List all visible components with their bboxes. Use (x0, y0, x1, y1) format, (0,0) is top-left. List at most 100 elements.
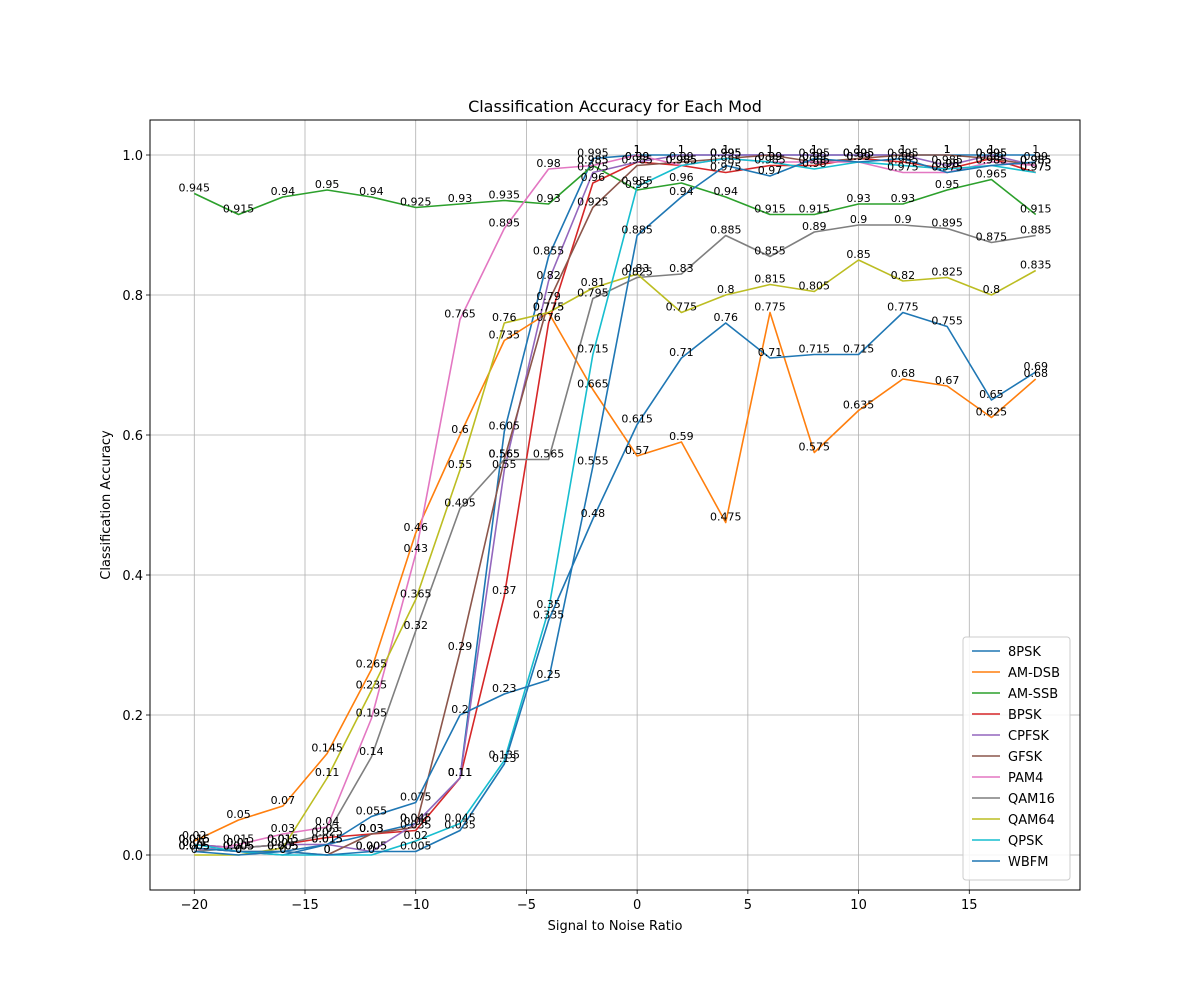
data-label: 0.015 (179, 833, 211, 846)
data-label: 0.805 (799, 280, 831, 293)
data-label: 0.93 (536, 192, 561, 205)
data-label: 0.99 (758, 150, 783, 163)
data-label: 0 (279, 843, 286, 856)
data-label: 0.995 (976, 147, 1008, 160)
data-label: 0.985 (666, 154, 698, 167)
data-label: 0.8 (983, 283, 1001, 296)
data-label: 0.76 (713, 311, 738, 324)
data-label: 0.755 (931, 315, 963, 328)
data-label: 1 (767, 143, 774, 156)
data-label: 0.95 (625, 178, 650, 191)
data-label: 0.03 (359, 822, 384, 835)
data-label: 0.32 (403, 619, 428, 632)
data-label: 0.99 (669, 150, 694, 163)
data-label: 0.025 (311, 826, 343, 839)
y-tick-label: 1.0 (122, 149, 143, 164)
data-label: 0.35 (536, 598, 561, 611)
series-line (193, 311, 1037, 842)
data-label: 0.93 (846, 192, 871, 205)
data-label: 0.985 (1020, 154, 1052, 167)
data-label: 0.715 (843, 343, 875, 356)
data-label: 0.68 (1023, 367, 1048, 380)
data-label: 1 (678, 143, 685, 156)
data-label: 0.045 (444, 812, 476, 825)
data-label: 0.99 (979, 150, 1004, 163)
series-line (194, 157, 1036, 849)
data-label: 0.055 (356, 805, 388, 818)
data-label: 0.015 (267, 833, 299, 846)
x-tick-label: −20 (181, 898, 208, 913)
data-label: 0.835 (1020, 259, 1052, 272)
data-label: 0.855 (754, 245, 786, 258)
data-label: 0.775 (887, 301, 919, 314)
data-label: 0.985 (799, 154, 831, 167)
data-label: 0.015 (311, 833, 343, 846)
data-label: 0.605 (489, 420, 521, 433)
data-label: 0.05 (226, 808, 251, 821)
legend-entry: PAM4 (1008, 771, 1043, 786)
data-label: 1 (855, 143, 862, 156)
series-line (194, 311, 1037, 856)
data-label: 0.94 (359, 185, 384, 198)
data-label: 0.29 (448, 640, 473, 653)
data-label: 0.93 (448, 192, 473, 205)
data-label: 0.99 (758, 150, 783, 163)
data-label: 0.55 (448, 458, 473, 471)
legend-entry: QAM64 (1008, 813, 1055, 828)
data-label: 0.875 (976, 231, 1008, 244)
data-label: 0.59 (669, 430, 694, 443)
series-line (194, 224, 1036, 853)
data-label: 0.57 (625, 444, 650, 457)
data-label: 0.965 (976, 168, 1008, 181)
data-label: 0.975 (577, 161, 609, 174)
data-label: 0.895 (931, 217, 963, 230)
data-label: 0.235 (356, 679, 388, 692)
legend-entry: QAM16 (1008, 792, 1055, 807)
data-label: 0.95 (315, 178, 340, 191)
data-label: 0.775 (533, 301, 565, 314)
data-label: 0.975 (1020, 161, 1052, 174)
data-label: 0.96 (581, 171, 606, 184)
data-label: 0.69 (1023, 360, 1048, 373)
data-label: 0.975 (887, 161, 919, 174)
data-label: 0.565 (489, 448, 521, 461)
data-label: 0.015 (267, 833, 299, 846)
data-label: 0.01 (182, 836, 207, 849)
data-label: 0.85 (846, 248, 871, 261)
data-label: 0.99 (625, 150, 650, 163)
data-label: 0.01 (226, 836, 251, 849)
data-label: 0.55 (492, 458, 517, 471)
data-label: 1 (988, 143, 995, 156)
legend-entry: AM-SSB (1008, 687, 1058, 702)
data-label: 0.985 (577, 154, 609, 167)
data-label: 0.005 (179, 840, 211, 853)
data-label: 1 (988, 143, 995, 156)
data-label: 0.575 (799, 441, 831, 454)
data-label: 0.915 (223, 203, 255, 216)
data-label: 0.04 (315, 815, 340, 828)
data-label: 0.715 (577, 343, 609, 356)
data-label: 0 (279, 843, 286, 856)
data-label: 0.015 (179, 833, 211, 846)
data-label: 0.935 (489, 189, 521, 202)
chart-title: Classification Accuracy for Each Mod (468, 97, 762, 116)
data-label: 0.985 (976, 154, 1008, 167)
series-line (193, 164, 1037, 216)
data-label: 0.76 (536, 311, 561, 324)
data-label: 0.565 (489, 448, 521, 461)
data-label: 1 (767, 143, 774, 156)
x-tick-label: −10 (402, 898, 429, 913)
data-label: 0.985 (577, 154, 609, 167)
data-label: 1 (1032, 143, 1039, 156)
data-label: 0.97 (758, 164, 783, 177)
data-label: 0.71 (758, 346, 783, 359)
data-label: 0.015 (223, 833, 255, 846)
x-tick-label: 15 (961, 898, 978, 913)
data-label: 0.985 (621, 154, 653, 167)
data-label: 0.005 (179, 840, 211, 853)
data-label: 0.005 (223, 840, 255, 853)
data-label: 0.9 (850, 213, 868, 226)
data-label: 0.995 (710, 147, 742, 160)
data-label: 0.01 (226, 836, 251, 849)
